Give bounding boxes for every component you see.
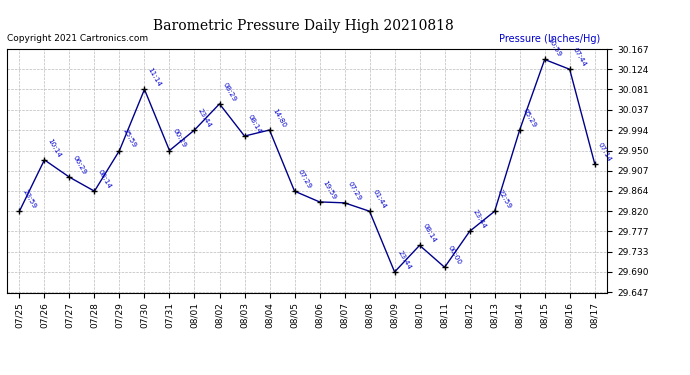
Text: Pressure (Inches/Hg): Pressure (Inches/Hg) [499,34,600,44]
Text: 25:59: 25:59 [121,128,137,149]
Text: 19:59: 19:59 [322,179,337,201]
Text: 07:44: 07:44 [572,47,587,68]
Text: 07:29: 07:29 [346,180,362,201]
Text: 11:14: 11:14 [146,67,162,88]
Text: 08:29: 08:29 [221,81,237,102]
Text: 06:29: 06:29 [72,154,87,176]
Text: 23:44: 23:44 [397,249,413,270]
Text: 22:59: 22:59 [497,189,513,210]
Text: 07:29: 07:29 [297,169,313,190]
Text: Copyright 2021 Cartronics.com: Copyright 2021 Cartronics.com [7,34,148,43]
Text: Barometric Pressure Daily High 20210818: Barometric Pressure Daily High 20210818 [153,19,454,33]
Text: 00:29: 00:29 [172,128,187,149]
Text: 23:59: 23:59 [21,189,37,210]
Text: 23:44: 23:44 [197,107,213,129]
Text: 08:14: 08:14 [97,169,112,190]
Text: 10:59: 10:59 [546,37,562,58]
Text: 10:14: 10:14 [46,137,62,159]
Text: 23:44: 23:44 [472,209,487,230]
Text: 08:14: 08:14 [422,223,437,244]
Text: 01:44: 01:44 [372,189,387,210]
Text: 00:00: 00:00 [446,245,462,266]
Text: 14:80: 14:80 [272,107,287,129]
Text: 07:14: 07:14 [597,141,613,162]
Text: 05:29: 05:29 [522,107,538,129]
Text: 08:14: 08:14 [246,114,262,135]
